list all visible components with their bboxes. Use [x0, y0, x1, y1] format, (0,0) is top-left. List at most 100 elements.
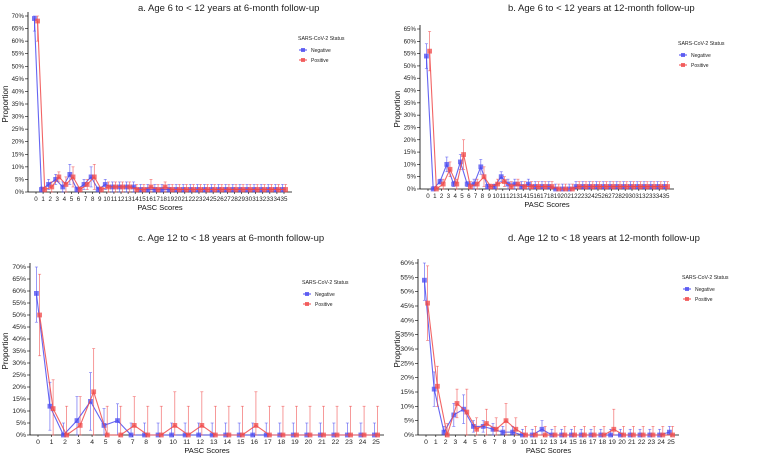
x-tick-label: 7: [493, 439, 497, 446]
x-tick-label: 16: [251, 439, 259, 446]
chart-c: 0% 5% 10% 15% 20% 25% 30% 35% 40% 45% 50% 55% 60% 65%…: [1, 263, 384, 455]
data-point-negative: [510, 429, 515, 435]
data-point-negative: [498, 174, 504, 180]
data-point-positive: [425, 300, 430, 306]
data-point-negative: [500, 429, 506, 435]
data-point-positive: [334, 432, 340, 438]
data-point-positive: [64, 432, 70, 438]
data-point-negative: [32, 16, 37, 21]
y-tick-label: 20%: [12, 139, 25, 146]
data-point-negative: [74, 187, 80, 192]
data-point-negative: [39, 187, 44, 192]
y-tick-label: 40%: [12, 336, 26, 343]
x-tick-label: 21: [181, 196, 188, 203]
data-point-negative: [74, 418, 80, 423]
x-tick-label: 8: [91, 196, 95, 203]
y-axis-title: Proportion: [393, 331, 402, 368]
x-tick-label: 33: [649, 193, 656, 200]
data-point-positive: [162, 184, 168, 190]
x-tick-label: 22: [188, 196, 195, 203]
y-tick-label: 45%: [12, 76, 25, 83]
series-line-positive: [427, 303, 673, 436]
y-tick-label: 25%: [400, 360, 414, 367]
data-point-negative: [618, 432, 623, 438]
data-point-positive: [644, 184, 650, 189]
chart-title: a. Age 6 to < 12 years at 6-month follow…: [138, 3, 320, 14]
x-tick-label: 24: [359, 439, 367, 446]
data-point-positive: [104, 432, 110, 438]
data-point-positive: [597, 184, 602, 189]
data-point-negative: [424, 53, 429, 59]
data-point-negative: [250, 432, 256, 438]
x-tick-label: 26: [601, 193, 608, 200]
data-point-positive: [226, 432, 232, 438]
x-tick-label: 6: [117, 439, 121, 446]
x-tick-label: 24: [588, 193, 595, 200]
data-point-positive: [502, 179, 507, 185]
x-tick-label: 23: [196, 196, 203, 203]
data-point-positive: [348, 432, 353, 438]
data-point-positive: [127, 184, 133, 190]
data-point-positive: [267, 432, 272, 438]
panel-d: d. Age 12 to < 18 years at 12-month foll…: [392, 230, 779, 467]
y-tick-label: 40%: [12, 88, 25, 95]
x-tick-label: 7: [474, 193, 478, 200]
y-tick-label: 55%: [404, 51, 417, 58]
data-point-positive: [37, 312, 42, 318]
data-point-negative: [471, 424, 476, 429]
x-tick-label: 30: [245, 196, 252, 203]
data-point-negative: [34, 291, 39, 296]
data-point-positive: [70, 174, 76, 180]
x-tick-label: 20: [305, 439, 313, 446]
x-tick-label: 24: [203, 196, 210, 203]
x-tick-label: 8: [144, 439, 148, 446]
x-tick-label: 15: [237, 439, 245, 446]
x-tick-label: 21: [318, 439, 326, 446]
x-tick-label: 21: [567, 193, 574, 200]
x-tick-label: 17: [264, 439, 272, 446]
data-point-positive: [590, 184, 596, 189]
x-tick-label: 18: [160, 196, 167, 203]
x-tick-label: 15: [569, 439, 577, 446]
y-tick-label: 40%: [404, 88, 417, 95]
data-point-positive: [49, 184, 55, 190]
x-tick-label: 18: [599, 439, 607, 446]
x-tick-label: 31: [635, 193, 642, 200]
data-point-positive: [240, 187, 246, 192]
data-point-positive: [447, 166, 453, 172]
data-point-positive: [563, 186, 568, 192]
data-point-negative: [464, 181, 470, 187]
data-point-positive: [624, 184, 630, 189]
data-point-negative: [553, 186, 558, 192]
x-axis-title: PASC Scores: [137, 203, 183, 212]
x-tick-label: 24: [657, 439, 665, 446]
x-tick-label: 0: [424, 439, 428, 446]
y-tick-label: 20%: [400, 375, 414, 382]
x-tick-label: 33: [266, 196, 273, 203]
data-point-positive: [91, 174, 97, 180]
y-tick-label: 25%: [12, 372, 26, 379]
y-tick-label: 70%: [12, 264, 26, 271]
data-point-negative: [128, 432, 134, 438]
data-point-negative: [131, 184, 136, 190]
data-point-negative: [490, 426, 496, 432]
data-point-positive: [145, 432, 151, 438]
data-point-positive: [141, 187, 147, 192]
data-point-positive: [515, 181, 521, 187]
data-point-negative: [431, 386, 437, 392]
data-point-negative: [102, 182, 108, 187]
data-point-negative: [458, 159, 463, 165]
data-point-positive: [247, 187, 253, 192]
legend-label: Negative: [691, 53, 711, 59]
x-tick-label: 12: [196, 439, 204, 446]
x-tick-label: 1: [50, 439, 54, 446]
data-point-positive: [570, 186, 575, 192]
data-point-positive: [113, 184, 118, 190]
x-tick-label: 8: [481, 193, 485, 200]
data-point-positive: [503, 418, 509, 424]
y-tick-label: 50%: [404, 63, 417, 70]
data-point-negative: [263, 432, 269, 438]
data-point-positive: [562, 432, 568, 438]
data-point-positive: [307, 432, 313, 438]
x-tick-label: 30: [629, 193, 636, 200]
